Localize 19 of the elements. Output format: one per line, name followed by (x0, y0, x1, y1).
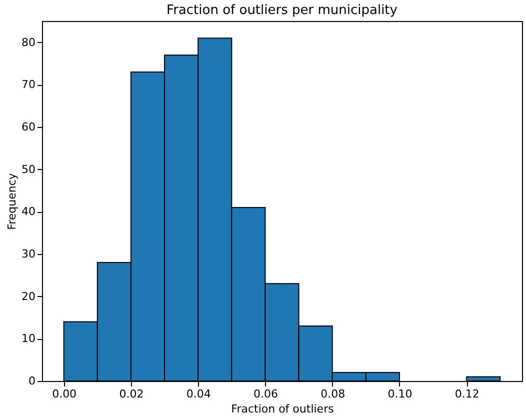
y-tick-label: 10 (22, 332, 36, 346)
x-tick-label: 0.12 (454, 388, 480, 400)
x-tick-label: 0.04 (186, 388, 211, 400)
x-tick-label: 0.06 (253, 388, 278, 400)
y-tick-label: 20 (22, 290, 36, 303)
x-axis-title: Fraction of outliers (231, 402, 334, 416)
y-tick-label: 50 (22, 162, 36, 176)
y-tick-label: 40 (22, 205, 36, 218)
x-tick-label: 0.00 (52, 388, 77, 400)
y-tick-label: 60 (22, 120, 36, 134)
y-tick-label: 0 (28, 374, 36, 388)
y-tick-label: 30 (22, 248, 36, 261)
y-axis-title: Frequency (6, 172, 19, 230)
y-tick-label: 80 (22, 36, 36, 49)
x-tick-label: 0.10 (388, 388, 412, 400)
y-tick-label: 70 (22, 78, 36, 92)
x-tick-label: 0.02 (119, 388, 144, 400)
chart-title: Fraction of outliers per municipality (166, 3, 398, 18)
x-tick-label: 0.08 (320, 388, 346, 400)
